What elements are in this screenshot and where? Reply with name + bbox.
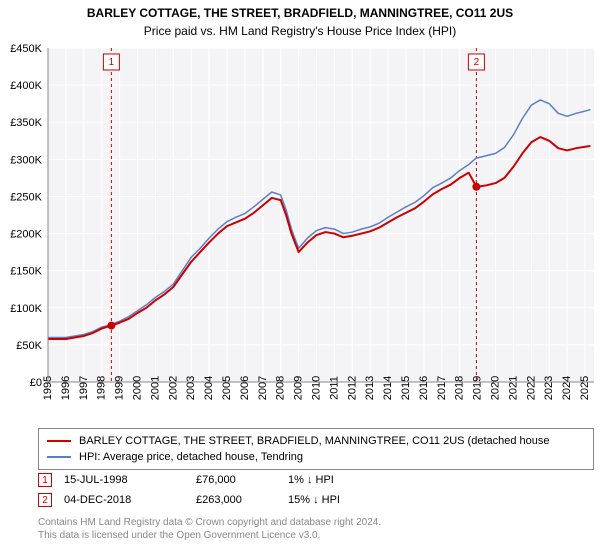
legend-item: BARLEY COTTAGE, THE STREET, BRADFIELD, M… <box>47 433 585 449</box>
x-tick-label: 2019 <box>472 375 484 399</box>
event-marker-box: 1 <box>38 473 52 487</box>
event-price: £263,000 <box>196 494 276 506</box>
x-tick-label: 1996 <box>60 375 72 399</box>
x-tick-label: 2017 <box>436 375 448 399</box>
x-tick-label: 2005 <box>221 375 233 399</box>
event-date: 04-DEC-2018 <box>64 494 184 506</box>
x-tick-label: 2012 <box>346 375 358 399</box>
x-tick-label: 2007 <box>257 375 269 399</box>
x-tick-label: 2013 <box>364 375 376 399</box>
x-tick-label: 2015 <box>400 375 412 399</box>
x-tick-label: 2025 <box>579 375 591 399</box>
x-tick-label: 1998 <box>96 375 108 399</box>
y-tick-label: £400K <box>10 80 42 92</box>
event-row: 1 15-JUL-1998 £76,000 1% ↓ HPI <box>38 470 594 490</box>
chart-svg: 1 2 £0 £50K £100K £150K £200K £250K £300K £350K £… <box>0 42 600 422</box>
event-diff: 15% ↓ HPI <box>288 494 408 506</box>
legend-item: HPI: Average price, detached house, Tend… <box>47 449 585 465</box>
y-tick-label: £150K <box>10 265 42 277</box>
x-tick-label: 2006 <box>239 375 251 399</box>
legend-label: HPI: Average price, detached house, Tend… <box>79 451 303 463</box>
x-tick-label: 2014 <box>382 375 394 399</box>
legend-label: BARLEY COTTAGE, THE STREET, BRADFIELD, M… <box>79 435 550 447</box>
legend-swatch <box>47 440 71 442</box>
x-tick-label: 2010 <box>311 375 323 399</box>
legend-swatch <box>47 456 71 458</box>
sale-events: 1 15-JUL-1998 £76,000 1% ↓ HPI 2 04-DEC-… <box>38 470 594 510</box>
legend: BARLEY COTTAGE, THE STREET, BRADFIELD, M… <box>38 428 594 470</box>
x-tick-label: 2018 <box>454 375 466 399</box>
y-tick-label: £250K <box>10 191 42 203</box>
y-tick-label: £0 <box>30 377 42 389</box>
y-tick-label: £50K <box>16 339 42 351</box>
event-row: 2 04-DEC-2018 £263,000 15% ↓ HPI <box>38 490 594 510</box>
x-tick-label: 1999 <box>114 375 126 399</box>
x-tick-label: 2023 <box>543 375 555 399</box>
footer-line2: This data is licensed under the Open Gov… <box>38 529 594 542</box>
chart-subtitle: Price paid vs. HM Land Registry's House … <box>0 22 600 42</box>
event-date: 15-JUL-1998 <box>64 474 184 486</box>
sale-marker-label: 2 <box>474 57 480 68</box>
y-tick-label: £200K <box>10 228 42 240</box>
event-price: £76,000 <box>196 474 276 486</box>
event-marker-box: 2 <box>38 493 52 507</box>
x-tick-label: 2003 <box>185 375 197 399</box>
event-diff: 1% ↓ HPI <box>288 474 408 486</box>
x-tick-label: 1997 <box>78 375 90 399</box>
y-tick-label: £350K <box>10 117 42 129</box>
y-tick-label: £100K <box>10 302 42 314</box>
x-tick-label: 2020 <box>490 375 502 399</box>
x-tick-label: 2001 <box>149 375 161 399</box>
x-tick-label: 2021 <box>507 375 519 399</box>
x-tick-label: 2024 <box>561 375 573 399</box>
y-tick-label: £300K <box>10 154 42 166</box>
x-tick-label: 2008 <box>275 375 287 399</box>
x-tick-label: 2009 <box>293 375 305 399</box>
x-tick-label: 2002 <box>167 375 179 399</box>
footer-line1: Contains HM Land Registry data © Crown c… <box>38 516 594 529</box>
x-tick-label: 2000 <box>132 375 144 399</box>
y-tick-label: £450K <box>10 43 42 55</box>
x-tick-label: 2022 <box>525 375 537 399</box>
x-tick-label: 2011 <box>328 376 340 400</box>
chart-area: 1 2 £0 £50K £100K £150K £200K £250K £300K £350K £… <box>0 42 600 422</box>
x-tick-label: 2004 <box>203 375 215 399</box>
chart-container: BARLEY COTTAGE, THE STREET, BRADFIELD, M… <box>0 0 600 560</box>
x-tick-label: 2016 <box>418 375 430 399</box>
chart-title: BARLEY COTTAGE, THE STREET, BRADFIELD, M… <box>0 0 600 22</box>
footer: Contains HM Land Registry data © Crown c… <box>38 516 594 542</box>
sale-marker-label: 1 <box>109 57 115 68</box>
